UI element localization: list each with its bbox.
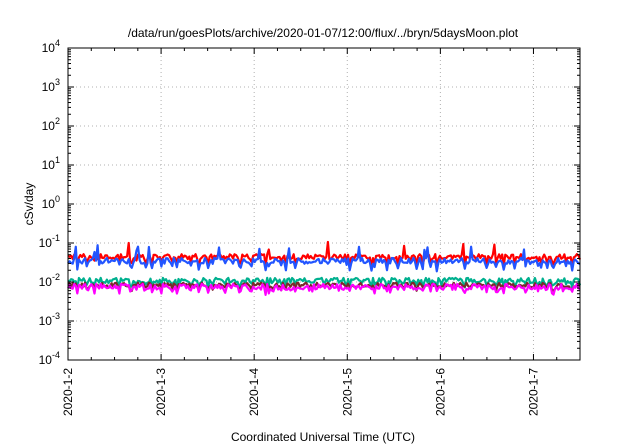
x-tick-label: 2020-1-3 xyxy=(154,368,168,416)
chart-title: /data/run/goesPlots/archive/2020-01-07/1… xyxy=(128,26,519,40)
y-tick-label: 10-1 xyxy=(39,233,60,250)
y-tick-label: 101 xyxy=(42,155,60,172)
y-tick-label: 104 xyxy=(42,38,60,55)
series-line xyxy=(67,240,582,269)
x-tick-label: 2020-1-6 xyxy=(433,368,447,416)
y-tick-labels: 10-4 10-3 10-2 10-1 100 101 102 103 104 xyxy=(39,38,60,367)
series-line xyxy=(67,282,581,296)
y-tick-label: 10-2 xyxy=(39,272,60,289)
grid-lines xyxy=(68,48,580,360)
series-layer xyxy=(67,240,582,296)
x-tick-label: 2020-1-5 xyxy=(340,368,354,416)
x-axis-label: Coordinated Universal Time (UTC) xyxy=(231,430,415,444)
y-tick-label: 10-3 xyxy=(39,311,60,328)
axis-ticks xyxy=(67,47,581,361)
y-tick-label: 10-4 xyxy=(39,350,60,367)
y-axis-label: cSv/day xyxy=(22,183,36,226)
y-tick-label: 103 xyxy=(42,77,60,94)
x-tick-labels: 2020-1-2 2020-1-3 2020-1-4 2020-1-5 2020-1-6… xyxy=(61,368,540,416)
y-tick-label: 100 xyxy=(42,194,60,211)
series-line xyxy=(67,276,582,291)
x-tick-label: 2020-1-2 xyxy=(61,368,75,416)
y-tick-label: 102 xyxy=(42,116,60,133)
x-tick-label: 2020-1-4 xyxy=(247,368,261,416)
x-tick-label: 2020-1-7 xyxy=(526,368,540,416)
series-line xyxy=(67,244,581,273)
